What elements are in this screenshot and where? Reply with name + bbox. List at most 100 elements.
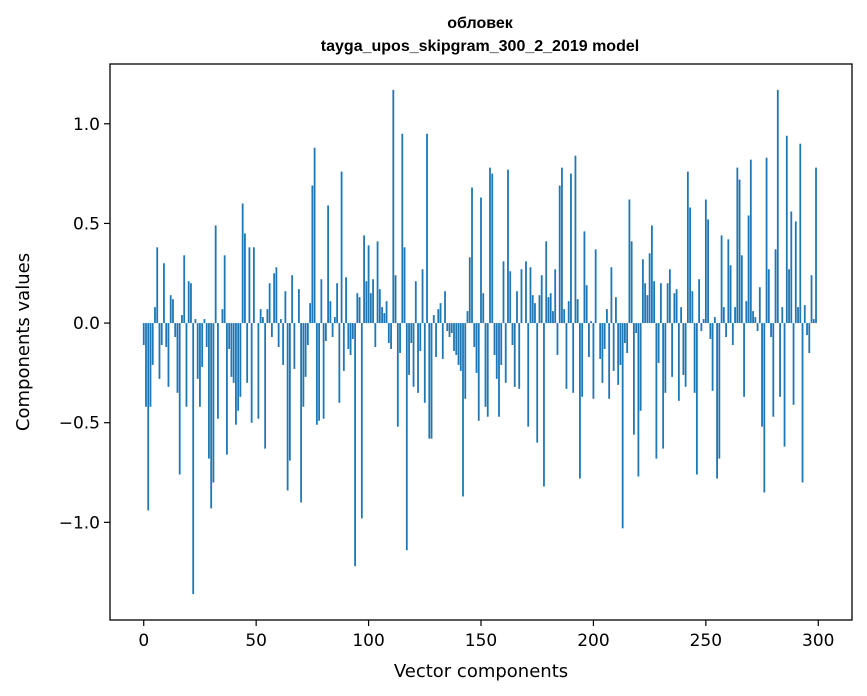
bar <box>288 323 291 461</box>
bar <box>536 323 539 443</box>
bar <box>172 299 174 324</box>
bar <box>378 289 381 324</box>
bar <box>262 317 264 324</box>
bar <box>237 323 240 411</box>
bar <box>228 323 231 349</box>
bar <box>815 167 817 324</box>
bar <box>396 323 399 427</box>
chart-title: обловек <box>447 15 514 32</box>
bar <box>156 247 159 324</box>
bar <box>558 185 561 324</box>
bar <box>412 323 415 387</box>
bar <box>792 323 795 405</box>
bar <box>540 275 543 324</box>
bar <box>165 323 168 347</box>
bar <box>349 323 352 355</box>
bar <box>749 159 752 324</box>
bar <box>747 215 750 324</box>
bar <box>662 323 665 449</box>
bar <box>327 205 329 324</box>
bar <box>592 323 595 399</box>
bar <box>808 323 811 353</box>
bar <box>160 323 163 345</box>
bar <box>286 323 289 491</box>
bar <box>244 233 246 324</box>
bar <box>390 323 392 349</box>
bar <box>331 323 334 338</box>
bar <box>235 323 237 425</box>
bar <box>493 323 496 355</box>
bar <box>659 283 662 324</box>
bar <box>702 319 705 324</box>
bar <box>666 283 669 324</box>
bar <box>214 225 217 324</box>
bar <box>282 323 285 365</box>
bar <box>772 323 775 417</box>
bar <box>700 323 703 332</box>
bar <box>790 211 793 324</box>
bar <box>801 323 804 483</box>
bar <box>223 255 226 324</box>
bar <box>547 297 550 324</box>
bar <box>567 301 570 324</box>
bar <box>275 267 278 324</box>
bar <box>794 221 797 324</box>
bar <box>480 197 482 324</box>
bar <box>648 253 651 324</box>
bar <box>428 323 431 439</box>
bar <box>531 295 534 324</box>
bar <box>300 323 303 503</box>
bar-series <box>142 89 817 595</box>
bar <box>525 261 527 324</box>
bar <box>453 323 455 351</box>
bar <box>174 323 177 338</box>
bar <box>509 271 512 324</box>
bar <box>457 323 460 365</box>
bar <box>430 323 433 439</box>
bar <box>754 317 757 324</box>
bar <box>612 323 615 371</box>
bar <box>471 187 473 324</box>
bar <box>639 323 642 411</box>
bar <box>192 323 195 595</box>
bar <box>756 323 759 332</box>
bar <box>673 293 676 324</box>
bar <box>291 275 294 324</box>
bar <box>684 323 687 387</box>
x-tick-label: 250 <box>690 631 722 651</box>
bar <box>226 323 228 455</box>
bar <box>594 249 597 324</box>
bar <box>203 319 206 324</box>
bar <box>650 225 653 324</box>
chart-subtitle: tayga_upos_skipgram_300_2_2019 model <box>321 38 639 55</box>
bar <box>552 311 554 324</box>
bar <box>574 155 577 324</box>
y-tick-label: −0.5 <box>59 414 100 434</box>
bar <box>320 279 323 324</box>
bar <box>767 269 770 324</box>
bar <box>783 323 786 447</box>
bar <box>590 321 593 324</box>
bar <box>709 323 712 340</box>
bar <box>788 269 790 324</box>
bar <box>718 323 721 459</box>
bar <box>459 323 462 371</box>
bar <box>776 89 779 324</box>
bar <box>502 261 505 324</box>
bar <box>495 323 498 379</box>
bar <box>264 323 267 449</box>
bar <box>450 323 453 334</box>
bar <box>462 323 464 497</box>
bar <box>315 323 318 425</box>
bar <box>401 133 404 324</box>
bar <box>720 235 723 324</box>
bar <box>347 323 350 349</box>
y-axis-label: Components values <box>13 253 34 431</box>
bar <box>608 323 611 399</box>
bar <box>785 135 788 324</box>
bar <box>284 291 287 324</box>
bar <box>277 323 280 347</box>
bar <box>142 323 145 345</box>
bar <box>410 323 413 343</box>
